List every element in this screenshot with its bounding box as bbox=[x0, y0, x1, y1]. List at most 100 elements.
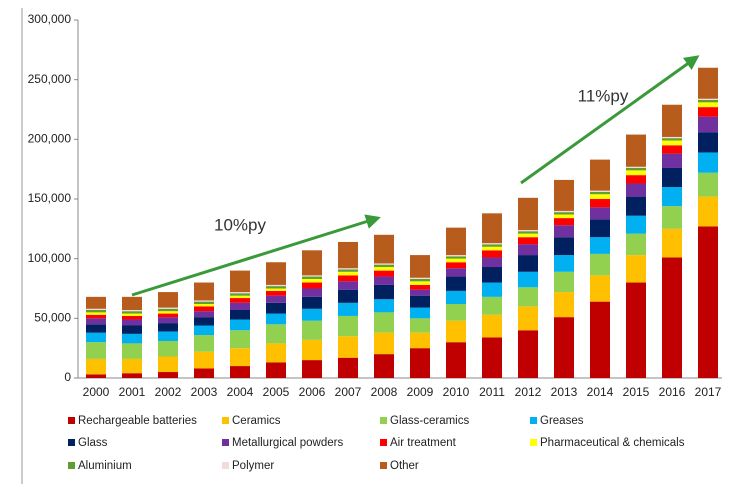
bar-segment bbox=[86, 318, 106, 325]
bar-segment bbox=[626, 175, 646, 184]
legend-label: Greases bbox=[540, 415, 584, 427]
x-tick-label: 2007 bbox=[335, 385, 362, 399]
bar-segment bbox=[374, 270, 394, 277]
bar-segment bbox=[194, 368, 214, 378]
bar-segment bbox=[374, 332, 394, 355]
bar-segment bbox=[590, 237, 610, 254]
bar-segment bbox=[590, 190, 610, 192]
bar-segment bbox=[626, 134, 646, 167]
bar-segment bbox=[122, 373, 142, 378]
x-tick-label: 2010 bbox=[443, 385, 470, 399]
bar-segment bbox=[122, 315, 142, 320]
annotation: 11%py bbox=[578, 86, 629, 105]
bar-segment bbox=[662, 167, 682, 188]
bar-segment bbox=[158, 311, 178, 314]
bar-segment bbox=[230, 319, 250, 331]
bar-segment bbox=[626, 196, 646, 216]
bar-segment bbox=[554, 218, 574, 226]
bar-segment bbox=[518, 306, 538, 331]
bar-segment bbox=[698, 116, 718, 133]
legend-label: Polymer bbox=[232, 460, 274, 472]
bar-segment bbox=[518, 287, 538, 307]
bar-segment bbox=[302, 288, 322, 297]
bar-segment bbox=[482, 246, 502, 251]
bar-segment bbox=[158, 372, 178, 378]
legend-label: Glass bbox=[78, 437, 108, 449]
bar-segment bbox=[410, 318, 430, 333]
bar-segment bbox=[86, 358, 106, 375]
legend-swatch bbox=[68, 417, 75, 424]
bar-segment bbox=[518, 271, 538, 288]
bar-segment bbox=[446, 320, 466, 343]
bar-segment bbox=[410, 281, 430, 285]
trend-arrow bbox=[520, 55, 700, 185]
bar-segment bbox=[626, 183, 646, 197]
bar-segment bbox=[194, 282, 214, 301]
bar-segment bbox=[266, 362, 286, 378]
bar-segment bbox=[554, 271, 574, 293]
bar-segment bbox=[338, 336, 358, 358]
bar-segment bbox=[266, 302, 286, 314]
bar-segment bbox=[446, 258, 466, 263]
bar-segment bbox=[266, 284, 286, 287]
bar-segment bbox=[158, 317, 178, 324]
bar-segment bbox=[374, 276, 394, 285]
bar-segment bbox=[194, 325, 214, 336]
bar-segment bbox=[662, 140, 682, 146]
bar-segment bbox=[698, 67, 718, 99]
bar-segment bbox=[194, 301, 214, 305]
bar-segment bbox=[230, 270, 250, 293]
bar-segment bbox=[662, 104, 682, 137]
bar-segment bbox=[122, 358, 142, 374]
bar-segment bbox=[446, 255, 466, 257]
bar-segment bbox=[194, 351, 214, 369]
bar-segment bbox=[338, 275, 358, 282]
bar-segment bbox=[626, 233, 646, 256]
bar-segment bbox=[122, 319, 142, 326]
bar-segment bbox=[266, 286, 286, 289]
bar-segment bbox=[338, 357, 358, 378]
bar-segment bbox=[590, 194, 610, 199]
bar-segment bbox=[158, 341, 178, 357]
bar-segment bbox=[158, 356, 178, 373]
x-tick-label: 2000 bbox=[83, 385, 110, 399]
legend-label: Aluminium bbox=[78, 460, 132, 472]
bar-segment bbox=[698, 98, 718, 100]
bar-segment bbox=[158, 307, 178, 309]
bar-segment bbox=[626, 170, 646, 176]
bar-segment bbox=[482, 282, 502, 297]
bar-segment bbox=[662, 145, 682, 154]
x-tick-label: 2017 bbox=[695, 385, 722, 399]
bar-segment bbox=[518, 230, 538, 232]
bar-segment bbox=[374, 284, 394, 300]
bar-segment bbox=[158, 323, 178, 332]
bar-segment bbox=[302, 296, 322, 309]
bar-segment bbox=[122, 313, 142, 316]
bar-segment bbox=[590, 275, 610, 302]
bar-segment bbox=[698, 226, 718, 378]
bar-segment bbox=[266, 295, 286, 303]
bar-segment bbox=[482, 314, 502, 338]
bar-segment bbox=[590, 219, 610, 238]
bar-segment bbox=[86, 374, 106, 378]
bar-segment bbox=[410, 307, 430, 319]
bar-segment bbox=[302, 339, 322, 361]
y-tick-label: 50,000 bbox=[34, 311, 71, 325]
bar-segment bbox=[194, 317, 214, 326]
bar-segment bbox=[590, 253, 610, 276]
bar-segment bbox=[518, 255, 538, 272]
bar-segment bbox=[194, 311, 214, 318]
bar-segment bbox=[446, 342, 466, 378]
bar-segment bbox=[86, 309, 106, 313]
bar-segment bbox=[518, 197, 538, 231]
bar-segment bbox=[122, 333, 142, 344]
bar-segment bbox=[158, 313, 178, 318]
legend-swatch bbox=[222, 462, 229, 469]
bar-segment bbox=[86, 296, 106, 309]
bar-segment bbox=[230, 293, 250, 296]
legend-swatch bbox=[222, 417, 229, 424]
bar-segment bbox=[194, 306, 214, 312]
bar-segment bbox=[266, 288, 286, 291]
bar-segment bbox=[698, 172, 718, 197]
